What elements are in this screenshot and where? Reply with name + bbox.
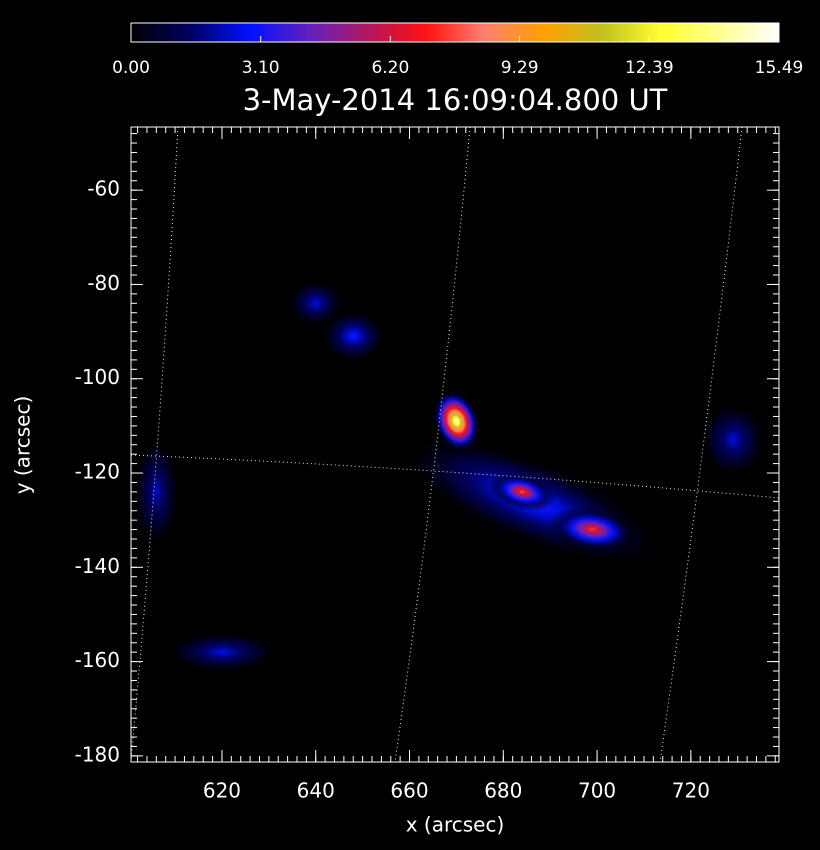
y-tick-label: -160 xyxy=(75,648,120,672)
x-tick-label: 700 xyxy=(578,779,616,803)
source xyxy=(131,431,182,552)
source xyxy=(161,630,282,675)
image xyxy=(131,278,769,675)
colorbar-tick-label: 0.00 xyxy=(112,58,150,78)
x-tick-label: 680 xyxy=(484,779,522,803)
x-tick-label: 720 xyxy=(672,779,710,803)
source xyxy=(431,388,482,455)
source xyxy=(488,472,556,512)
source xyxy=(547,506,638,553)
y-tick-label: -120 xyxy=(75,460,120,484)
source xyxy=(698,400,769,481)
y-tick-label: -140 xyxy=(75,554,120,578)
colorbar-tick-label: 6.20 xyxy=(371,58,409,78)
y-tick-label: -180 xyxy=(75,742,120,766)
x-tick-label: 620 xyxy=(203,779,241,803)
x-tick-label: 660 xyxy=(390,779,428,803)
colorbar-tick-label: 15.49 xyxy=(755,58,804,78)
colorbar-tick-label: 9.29 xyxy=(501,58,539,78)
colorbar xyxy=(130,22,780,43)
source xyxy=(318,308,389,365)
colorbar-tick-label: 12.39 xyxy=(625,58,674,78)
heliographic-grid xyxy=(131,127,779,762)
y-tick-label: -80 xyxy=(87,271,120,295)
y-tick-label: -60 xyxy=(87,177,120,201)
x-axis-label: x (arcsec) xyxy=(406,813,505,837)
source xyxy=(285,278,346,329)
chart-title: 3-May-2014 16:09:04.800 UT xyxy=(243,83,668,117)
x-tick-label: 640 xyxy=(297,779,335,803)
y-tick-label: -100 xyxy=(75,365,120,389)
colorbar-tick-label: 3.10 xyxy=(242,58,280,78)
y-axis-label: y (arcsec) xyxy=(11,396,35,495)
